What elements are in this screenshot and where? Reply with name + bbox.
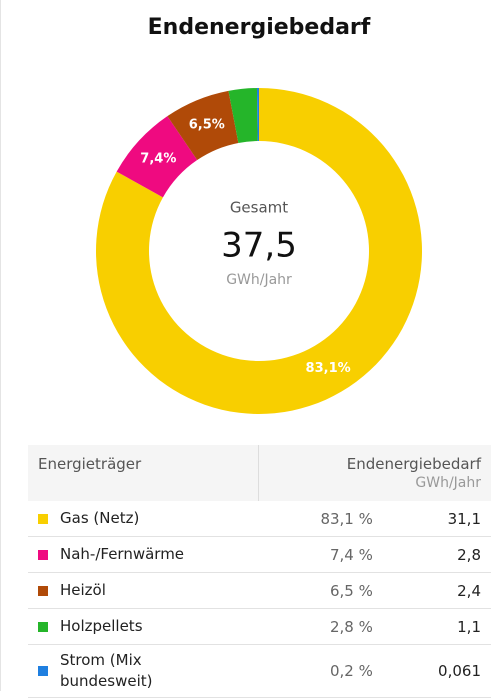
table-row: Nah-/Fernwärme 7,4 % 2,8 [28,536,491,573]
name-cell: Holzpellets [28,608,259,645]
share-cell: 83,1 % [258,501,383,537]
category-name: Holzpellets [60,617,143,635]
center-label: Gesamt [230,199,288,217]
category-name: Strom (Mix bundesweit) [60,651,153,690]
legend-swatch [38,621,48,632]
category-name: Gas (Netz) [60,509,140,527]
header-cell: Energieträger [28,445,259,501]
header-cell: Endenergiebedarf GWh/Jahr [258,445,491,501]
share-cell: 6,5 % [258,572,383,609]
legend-swatch [38,549,48,560]
share-cell: 2,8 % [258,608,383,645]
chart: Endenergiebedarf Gesamt 37,5 GWh/Jahr 83… [95,15,422,414]
energy-cell: 0,061 [382,644,491,698]
data-label: 83,1% [306,361,351,376]
donut-segment [256,88,259,142]
header-unit: GWh/Jahr [415,475,481,491]
legend-swatch [38,513,48,524]
chart-title: Endenergiebedarf [148,15,371,40]
donut-segment [116,116,198,198]
donut-segment [95,88,422,414]
table-row: Strom (Mix bundesweit) 0,2 % 0,061 [28,644,491,698]
table-row: Gas (Netz) 83,1 % 31,1 [28,501,491,537]
energy-cell: 31,1 [382,501,491,537]
share-cell: 7,4 % [258,536,383,573]
data-label: 7,4% [140,151,176,166]
energy-cell: 2,8 [382,536,491,573]
share-cell: 0,2 % [258,644,383,698]
data-label: 6,5% [189,117,225,132]
total: 37,5 [221,226,297,266]
category-name: Nah-/Fernwärme [60,545,185,563]
category-name: Heizöl [60,581,106,599]
header-text: Endenergiebedarf [346,455,481,473]
donut-segment [228,88,258,143]
table-body: Gas (Netz) 83,1 % 31,1 Nah-/Fernwärme 7,4 % 2… [28,501,491,698]
table: Energieträger Endenergiebedarf GWh/Jahr G… [28,445,491,698]
name-cell: Gas (Netz) [28,501,259,537]
unit: GWh/Jahr [226,272,292,288]
energy-cell: 2,4 [382,572,491,609]
energy-cell: 1,1 [382,608,491,645]
name-cell: Heizöl [28,572,259,609]
name-cell: Strom (Mix bundesweit) [28,644,259,698]
legend-swatch [38,585,48,596]
donut-segment [167,90,239,161]
legend-swatch [38,666,48,676]
table-row: Holzpellets 2,8 % 1,1 [28,608,491,645]
name-cell: Nah-/Fernwärme [28,536,259,573]
table-row: Heizöl 6,5 % 2,4 [28,572,491,609]
